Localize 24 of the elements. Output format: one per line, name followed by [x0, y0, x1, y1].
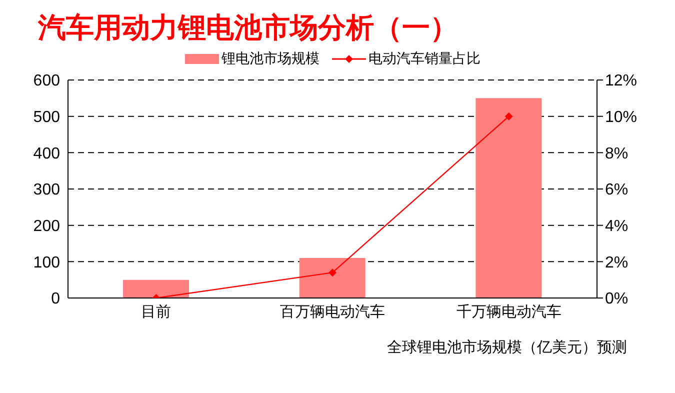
y-tick-label: 600: [33, 72, 60, 90]
y2-tick-label: 12%: [605, 72, 638, 90]
legend-label: 锂电池市场规模: [182, 50, 322, 68]
y-tick-label: 400: [33, 145, 60, 162]
y2-tick-label: 6%: [605, 182, 628, 199]
chart-title: 汽车用动力锂电池市场分析（一）: [38, 10, 459, 46]
y2-tick-label: 8%: [605, 145, 628, 162]
legend-label: 电动汽车销量占比: [328, 50, 484, 68]
y2-tick-label: 4%: [605, 218, 628, 236]
y2-tick-label: 10%: [605, 109, 638, 126]
y-tick-label: 0: [51, 290, 60, 308]
x-tick-label: 千万辆电动汽车: [456, 304, 562, 321]
y2-tick-label: 0%: [605, 290, 628, 308]
bar: [123, 280, 189, 298]
x-tick-label: 百万辆电动汽车: [280, 304, 385, 321]
x-tick-label: 目前: [141, 304, 172, 321]
y2-tick-label: 2%: [605, 254, 628, 272]
y-tick-label: 300: [33, 182, 60, 199]
y-tick-label: 200: [33, 218, 60, 236]
text: 全球锂电池市场规模（亿美元）预测: [386, 338, 628, 357]
y-tick-label: 100: [33, 254, 60, 272]
y-tick-label: 500: [33, 109, 60, 126]
bar: [299, 258, 366, 298]
bar: [476, 98, 542, 298]
